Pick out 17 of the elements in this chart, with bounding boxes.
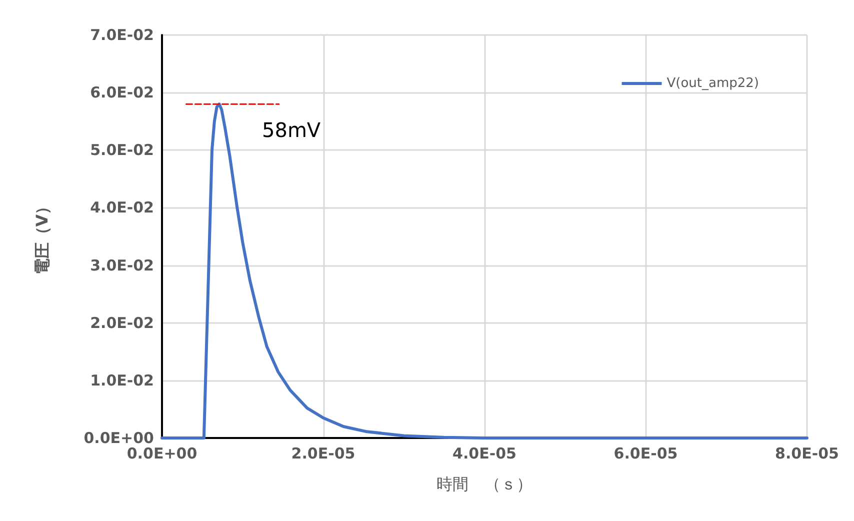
x-tick-label: 6.0E-05 [614,444,678,462]
y-tick-label: 5.0E-02 [90,141,154,160]
annotation: 58mV [262,118,321,142]
y-tick-label: 3.0E-02 [90,256,154,274]
x-tick-label: 4.0E-05 [452,444,516,462]
y-tick-label: 6.0E-02 [90,84,154,102]
y-tick-label: 7.0E-02 [90,26,154,44]
x-tick-label: 8.0E-05 [775,444,839,462]
legend-label: V(out_amp22) [666,76,760,91]
y-tick-label: 1.0E-02 [90,371,154,390]
x-tick-label: 0.0E+00 [126,444,198,462]
y-tick-label: 2.0E-02 [90,314,154,332]
y-tick-label: 0.0E+00 [84,429,154,447]
x-axis-title: 時間 （ｓ） [436,474,532,494]
y-tick-label: 4.0E-02 [90,198,154,217]
x-tick-label: 2.0E-05 [291,444,356,462]
y-axis-title: 電圧（V） [32,198,52,275]
